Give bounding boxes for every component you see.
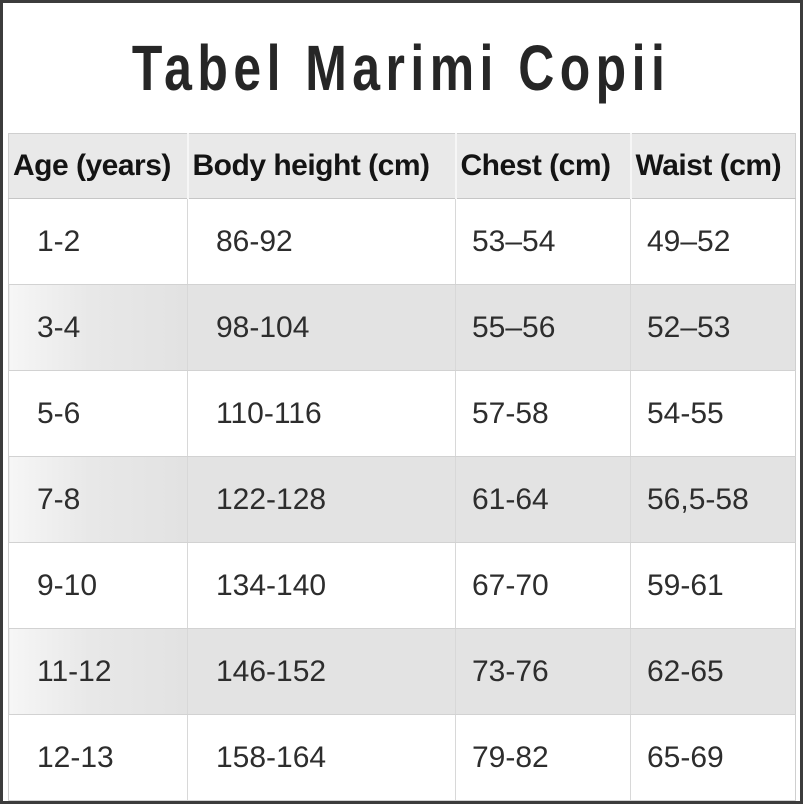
table-cell: 12-13 [8,714,188,801]
table-cell: 122-128 [187,456,456,543]
table-row: 3-4 98-104 55–56 52–53 [8,284,796,371]
table-cell: 56,5-58 [630,456,796,543]
title-area: Tabel Marimi Copii [3,32,800,104]
table-row: 7-8 122-128 61-64 56,5-58 [8,456,796,543]
table-cell: 49–52 [630,198,796,285]
table-cell: 110-116 [187,370,456,457]
table-cell: 5-6 [8,370,188,457]
column-header-chest: Chest (cm) [455,133,632,199]
table-cell: 3-4 [8,284,188,371]
table-cell: 134-140 [187,542,456,629]
table-cell: 7-8 [8,456,188,543]
table-cell: 59-61 [630,542,796,629]
table-cell: 52–53 [630,284,796,371]
table-cell: 146-152 [187,628,456,715]
children-size-table: Age (years) Body height (cm) Chest (cm) … [8,133,796,801]
table-cell: 79-82 [455,714,631,801]
page-title: Tabel Marimi Copii [132,32,671,104]
table-row: 9-10 134-140 67-70 59-61 [8,542,796,629]
table-cell: 54-55 [630,370,796,457]
table-row: 1-2 86-92 53–54 49–52 [8,198,796,285]
table-row: 5-6 110-116 57-58 54-55 [8,370,796,457]
table-cell: 53–54 [455,198,631,285]
table-cell: 9-10 [8,542,188,629]
table-cell: 57-58 [455,370,631,457]
header-row: Age (years) Body height (cm) Chest (cm) … [8,133,796,199]
table-cell: 62-65 [630,628,796,715]
table-cell: 73-76 [455,628,631,715]
table-cell: 1-2 [8,198,188,285]
table-cell: 55–56 [455,284,631,371]
table-cell: 67-70 [455,542,631,629]
table-cell: 158-164 [187,714,456,801]
table-cell: 61-64 [455,456,631,543]
table-row: 11-12 146-152 73-76 62-65 [8,628,796,715]
table-row: 12-13 158-164 79-82 65-69 [8,714,796,801]
table-cell: 86-92 [187,198,456,285]
table-cell: 11-12 [8,628,188,715]
column-header-age: Age (years) [8,133,189,199]
column-header-body-height: Body height (cm) [187,133,457,199]
table-cell: 65-69 [630,714,796,801]
table-header: Age (years) Body height (cm) Chest (cm) … [8,133,796,199]
table-body: 1-2 86-92 53–54 49–52 3-4 98-104 55–56 52–53 5-6… [8,198,796,801]
table-cell: 98-104 [187,284,456,371]
column-header-waist: Waist (cm) [630,133,796,199]
